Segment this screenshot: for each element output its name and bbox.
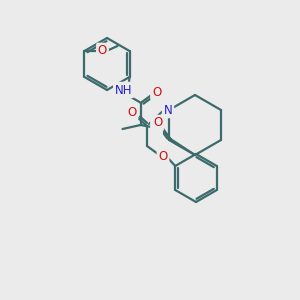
Text: O: O bbox=[153, 116, 162, 130]
Text: O: O bbox=[128, 106, 136, 118]
Text: O: O bbox=[98, 44, 107, 58]
Text: O: O bbox=[158, 149, 168, 163]
Text: N: N bbox=[164, 103, 172, 116]
Text: NH: NH bbox=[115, 83, 132, 97]
Text: O: O bbox=[152, 85, 161, 98]
Text: O: O bbox=[152, 121, 161, 134]
